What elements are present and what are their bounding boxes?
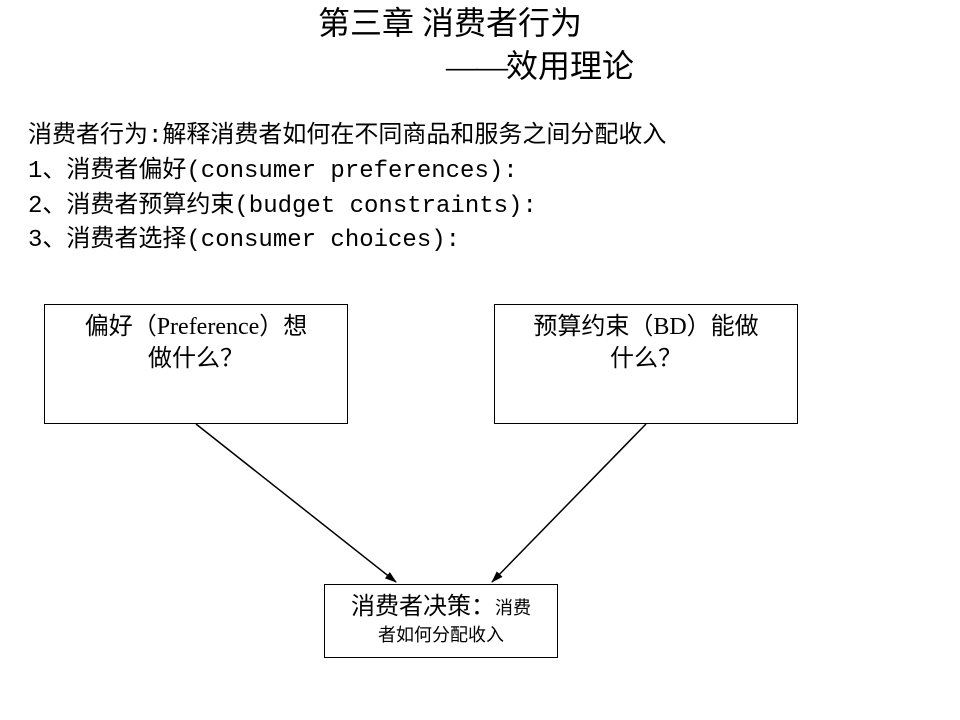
intro-line-0: 消费者行为:解释消费者如何在不同商品和服务之间分配收入 — [28, 123, 666, 150]
node-budget-line2: 什么？ — [503, 343, 789, 375]
node-preference-line1: 偏好（Preference）想 — [53, 311, 339, 343]
title-line-2: ——效用理论 — [0, 45, 960, 88]
node-preference: 偏好（Preference）想 做什么？ — [44, 304, 348, 424]
node-decision: 消费者决策：消费 者如何分配收入 — [324, 584, 558, 658]
page-title: 第三章 消费者行为 ——效用理论 — [0, 0, 960, 88]
node-decision-title: 消费者决策： — [351, 594, 495, 620]
edge-arrow — [492, 424, 646, 582]
title-line-1: 第三章 消费者行为 — [0, 2, 960, 45]
title-dash: —— — [446, 48, 506, 84]
node-preference-line2: 做什么？ — [53, 343, 339, 375]
node-decision-content: 消费者决策：消费 者如何分配收入 — [325, 591, 557, 648]
node-budget-line1: 预算约束（BD）能做 — [503, 311, 789, 343]
node-budget-content: 预算约束（BD）能做 什么？ — [495, 311, 797, 376]
intro-line-3: 3、消费者选择(consumer choices): — [28, 227, 460, 254]
node-decision-sub: 消费 — [495, 598, 531, 618]
intro-line-2: 2、消费者预算约束(budget constraints): — [28, 193, 537, 220]
node-decision-sub2: 者如何分配收入 — [333, 623, 549, 647]
node-budget: 预算约束（BD）能做 什么？ — [494, 304, 798, 424]
intro-line-1: 1、消费者偏好(consumer preferences): — [28, 158, 518, 185]
intro-text: 消费者行为:解释消费者如何在不同商品和服务之间分配收入 1、消费者偏好(cons… — [28, 120, 666, 259]
node-preference-content: 偏好（Preference）想 做什么？ — [45, 311, 347, 376]
edge-arrow — [196, 424, 396, 582]
title-subtitle: 效用理论 — [506, 48, 634, 84]
